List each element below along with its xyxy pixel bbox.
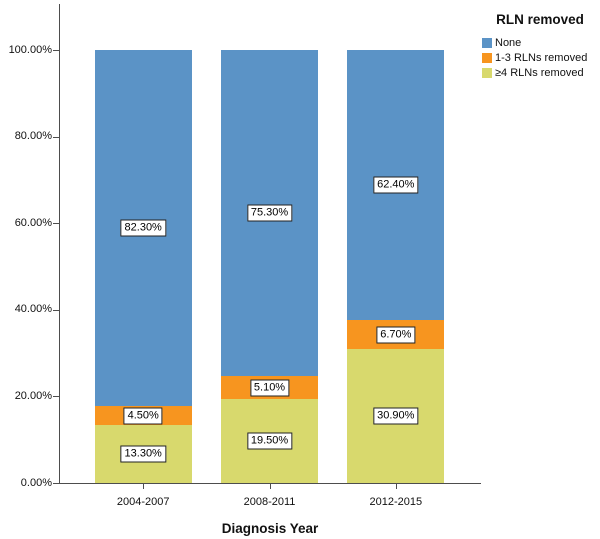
x-axis-tick bbox=[395, 484, 397, 489]
y-axis-tick bbox=[53, 50, 59, 51]
y-axis-tick-label: 40.00% bbox=[14, 303, 52, 316]
bar-value-label: 6.70% bbox=[376, 326, 416, 344]
y-axis-tick bbox=[53, 396, 59, 398]
x-axis-title: Diagnosis Year bbox=[221, 521, 319, 536]
legend-item-label: None bbox=[495, 36, 522, 49]
y-axis-tick-label: 100.00% bbox=[8, 43, 52, 56]
x-axis-category-label: 2004-2007 bbox=[116, 496, 170, 508]
bar-value-label: 82.30% bbox=[120, 219, 166, 237]
y-axis-tick-label: 80.00% bbox=[14, 130, 52, 143]
y-axis-tick bbox=[53, 223, 59, 225]
bar-value-label: 30.90% bbox=[373, 407, 419, 425]
bar-value-label: 13.30% bbox=[120, 445, 166, 463]
x-axis-category-label: 2012-2015 bbox=[369, 496, 423, 508]
x-axis-tick bbox=[269, 484, 271, 489]
bar-value-label: 62.40% bbox=[373, 176, 419, 194]
bar-value-label: 5.10% bbox=[249, 379, 290, 397]
legend-item: ≥4 RLNs removed bbox=[480, 65, 600, 80]
legend-items: None 1-3 RLNs removed ≥4 RLNs removed bbox=[480, 35, 600, 80]
y-axis-tick bbox=[53, 309, 59, 311]
legend-swatch bbox=[482, 52, 492, 63]
bar-value-label: 19.50% bbox=[246, 432, 293, 450]
y-axis-tick bbox=[53, 483, 59, 484]
y-axis-tick-label: 20.00% bbox=[14, 389, 52, 402]
legend-title: RLN removed bbox=[496, 12, 584, 27]
legend-swatch bbox=[482, 67, 492, 78]
legend-item: 1-3 RLNs removed bbox=[480, 50, 600, 65]
y-axis-tick bbox=[53, 136, 59, 138]
legend: RLN removed None 1-3 RLNs removed ≥4 RLNs … bbox=[480, 12, 600, 80]
x-axis-tick bbox=[143, 484, 145, 489]
legend-swatch bbox=[482, 37, 492, 48]
y-axis-line bbox=[59, 4, 60, 484]
bar-value-label: 4.50% bbox=[123, 407, 163, 425]
bar-value-label: 75.30% bbox=[246, 204, 293, 222]
legend-item: None bbox=[480, 35, 600, 50]
y-axis-tick-label: 60.00% bbox=[14, 216, 52, 229]
y-axis-tick-label: 0.00% bbox=[20, 476, 52, 489]
legend-item-label: ≥4 RLNs removed bbox=[495, 66, 584, 79]
x-axis-category-label: 2008-2011 bbox=[243, 496, 296, 508]
x-axis-line bbox=[59, 483, 481, 484]
legend-item-label: 1-3 RLNs removed bbox=[495, 51, 588, 64]
